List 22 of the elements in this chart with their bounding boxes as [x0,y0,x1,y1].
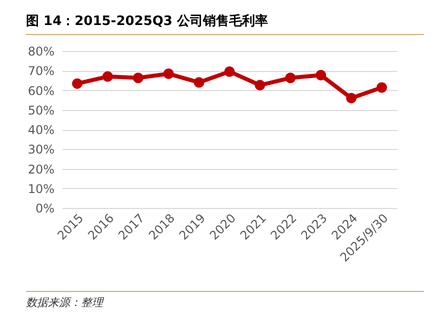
point [346,92,357,104]
y-tick-label: 80% [28,44,54,58]
point [194,77,204,88]
chart-title: 图 14：2015-2025Q3 公司销售毛利率 [26,12,424,35]
y-tick-label: 20% [28,162,54,176]
point [224,66,235,77]
y-tick-label: 40% [28,123,54,137]
y-tick-label: 10% [28,182,54,196]
y-tick-label: 60% [28,84,54,98]
y-tick-label: 30% [28,142,54,157]
point [163,68,174,79]
point [285,72,296,84]
point [132,72,144,84]
point [72,78,82,89]
point [102,71,113,82]
source-note: 数据来源：整理 [26,291,424,310]
y-tick-label: 50% [28,103,54,118]
point [376,82,388,93]
point [316,70,326,80]
point [254,80,266,90]
y-tick-label: 70% [28,64,54,78]
y-tick-label: 0% [35,202,54,216]
